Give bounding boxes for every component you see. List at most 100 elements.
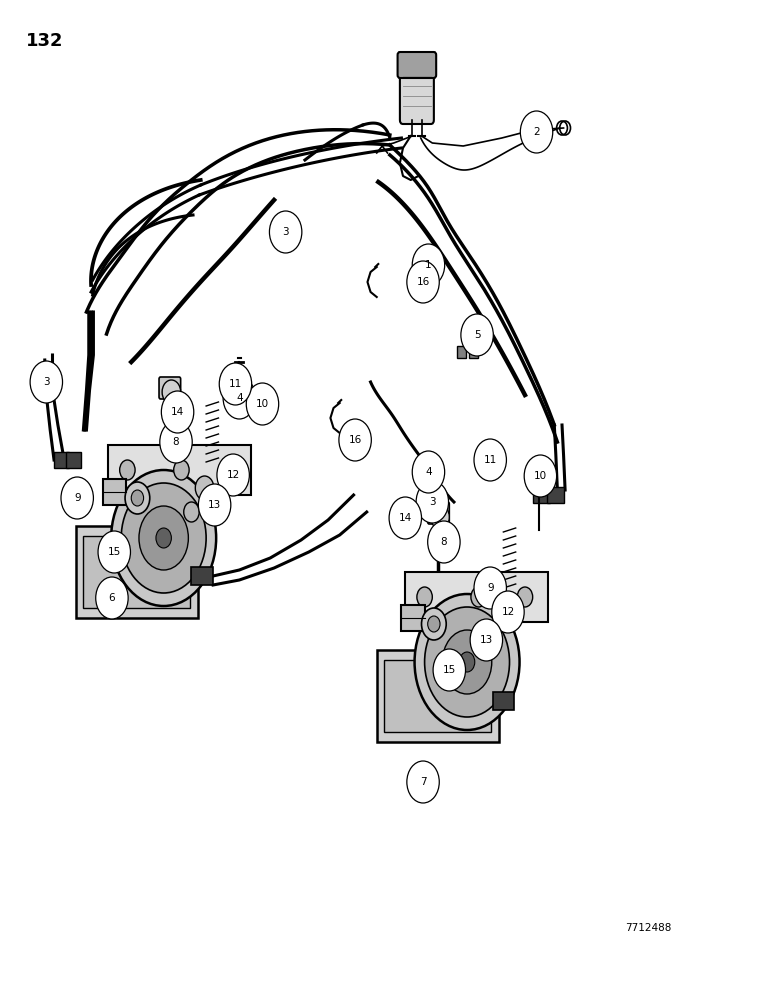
- Circle shape: [442, 630, 492, 694]
- Circle shape: [30, 361, 63, 403]
- FancyBboxPatch shape: [400, 66, 434, 124]
- Circle shape: [520, 111, 553, 153]
- Circle shape: [156, 528, 171, 548]
- Circle shape: [139, 506, 188, 570]
- Circle shape: [98, 531, 130, 573]
- Circle shape: [198, 484, 231, 526]
- Text: 15: 15: [442, 665, 456, 675]
- Text: 12: 12: [501, 607, 515, 617]
- Text: 8: 8: [173, 437, 179, 447]
- Circle shape: [461, 314, 493, 356]
- Circle shape: [492, 591, 524, 633]
- Circle shape: [470, 619, 503, 661]
- Circle shape: [459, 652, 475, 672]
- Text: 3: 3: [429, 497, 435, 507]
- Text: 8: 8: [441, 537, 447, 547]
- Circle shape: [111, 470, 216, 606]
- Text: 14: 14: [171, 407, 185, 417]
- Circle shape: [493, 602, 511, 626]
- Circle shape: [389, 497, 422, 539]
- Text: 5: 5: [474, 330, 480, 340]
- Circle shape: [412, 244, 445, 286]
- FancyBboxPatch shape: [76, 526, 198, 618]
- Circle shape: [431, 505, 449, 529]
- FancyBboxPatch shape: [405, 572, 548, 622]
- Text: 15: 15: [107, 547, 121, 557]
- Text: 132: 132: [25, 32, 63, 50]
- Circle shape: [524, 455, 557, 497]
- FancyBboxPatch shape: [384, 660, 491, 732]
- Circle shape: [174, 460, 189, 480]
- Text: 16: 16: [348, 435, 362, 445]
- Circle shape: [219, 363, 252, 405]
- FancyBboxPatch shape: [66, 452, 81, 468]
- FancyBboxPatch shape: [159, 377, 181, 399]
- Circle shape: [131, 490, 144, 506]
- Circle shape: [61, 477, 93, 519]
- Text: 11: 11: [483, 455, 497, 465]
- Circle shape: [96, 577, 128, 619]
- FancyBboxPatch shape: [533, 487, 550, 503]
- FancyBboxPatch shape: [428, 502, 449, 524]
- Text: 13: 13: [208, 500, 222, 510]
- Circle shape: [428, 616, 440, 632]
- Circle shape: [223, 377, 256, 419]
- Circle shape: [121, 483, 206, 593]
- Text: 7: 7: [420, 777, 426, 787]
- FancyBboxPatch shape: [108, 445, 251, 495]
- Text: 11: 11: [229, 379, 242, 389]
- Text: 12: 12: [226, 470, 240, 480]
- Text: 9: 9: [74, 493, 80, 503]
- Circle shape: [474, 439, 506, 481]
- Circle shape: [407, 261, 439, 303]
- FancyBboxPatch shape: [457, 346, 466, 358]
- Circle shape: [217, 454, 249, 496]
- FancyBboxPatch shape: [469, 346, 478, 358]
- Circle shape: [412, 451, 445, 493]
- Circle shape: [220, 460, 235, 480]
- Circle shape: [125, 482, 150, 514]
- Circle shape: [476, 630, 491, 650]
- Circle shape: [195, 476, 214, 500]
- Text: 1: 1: [425, 260, 432, 270]
- Circle shape: [416, 481, 449, 523]
- Circle shape: [474, 567, 506, 609]
- FancyBboxPatch shape: [493, 692, 514, 710]
- FancyBboxPatch shape: [398, 52, 436, 78]
- Circle shape: [339, 419, 371, 461]
- Text: 4: 4: [425, 467, 432, 477]
- Circle shape: [415, 594, 520, 730]
- Circle shape: [184, 502, 199, 522]
- Circle shape: [422, 608, 446, 640]
- Text: 16: 16: [416, 277, 430, 287]
- Circle shape: [417, 587, 432, 607]
- FancyBboxPatch shape: [54, 452, 69, 468]
- Text: 13: 13: [479, 635, 493, 645]
- Circle shape: [517, 587, 533, 607]
- Text: 10: 10: [533, 471, 547, 481]
- Circle shape: [246, 383, 279, 425]
- Text: 4: 4: [236, 393, 242, 403]
- Text: 3: 3: [43, 377, 49, 387]
- Text: 10: 10: [256, 399, 269, 409]
- Circle shape: [162, 380, 181, 404]
- FancyBboxPatch shape: [401, 605, 425, 631]
- Circle shape: [120, 460, 135, 480]
- Text: 6: 6: [109, 593, 115, 603]
- Circle shape: [425, 607, 510, 717]
- FancyBboxPatch shape: [191, 567, 213, 585]
- Circle shape: [433, 649, 466, 691]
- FancyBboxPatch shape: [547, 487, 564, 503]
- Text: 9: 9: [487, 583, 493, 593]
- FancyBboxPatch shape: [377, 650, 499, 742]
- Text: 2: 2: [533, 127, 540, 137]
- Text: 14: 14: [398, 513, 412, 523]
- Text: 7712488: 7712488: [625, 923, 672, 933]
- FancyBboxPatch shape: [103, 479, 126, 505]
- Circle shape: [269, 211, 302, 253]
- Circle shape: [428, 521, 460, 563]
- FancyBboxPatch shape: [83, 536, 190, 608]
- Circle shape: [160, 421, 192, 463]
- Circle shape: [471, 587, 486, 607]
- Circle shape: [161, 391, 194, 433]
